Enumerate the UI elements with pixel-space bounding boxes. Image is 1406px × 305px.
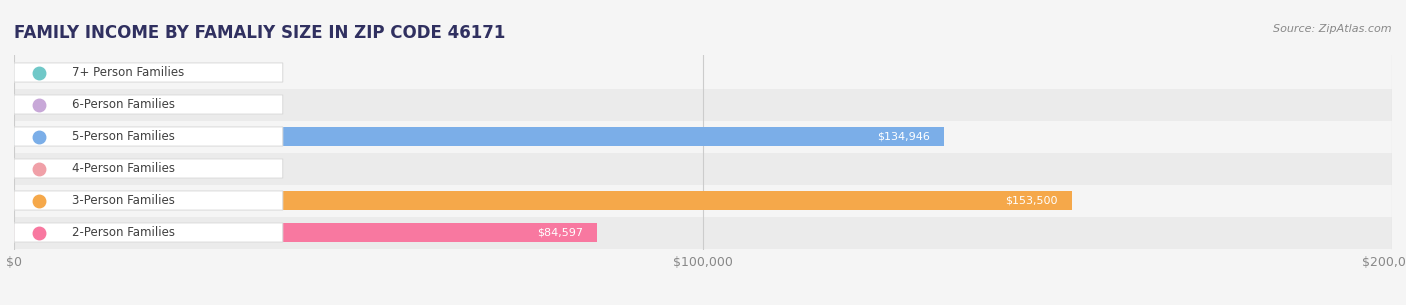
FancyBboxPatch shape (14, 223, 283, 242)
Text: $0: $0 (48, 99, 62, 109)
Text: 7+ Person Families: 7+ Person Families (72, 66, 184, 79)
Text: $153,500: $153,500 (1005, 196, 1057, 206)
Text: 5-Person Families: 5-Person Families (72, 130, 174, 143)
Bar (14, 217, 1392, 249)
FancyBboxPatch shape (14, 95, 283, 114)
Bar (14, 152, 1392, 185)
Bar (14, 127, 943, 146)
Bar (14, 185, 1392, 217)
FancyBboxPatch shape (14, 63, 283, 82)
Text: $0: $0 (48, 163, 62, 174)
Bar (14, 56, 1392, 88)
Bar (14, 223, 598, 242)
Text: $134,946: $134,946 (877, 131, 929, 142)
Bar (14, 120, 1392, 152)
Text: 2-Person Families: 2-Person Families (72, 226, 174, 239)
Text: 6-Person Families: 6-Person Families (72, 98, 174, 111)
Bar (14, 88, 1392, 120)
Bar (14, 191, 1071, 210)
Text: 4-Person Families: 4-Person Families (72, 162, 174, 175)
FancyBboxPatch shape (14, 127, 283, 146)
FancyBboxPatch shape (14, 191, 283, 210)
Text: $0: $0 (48, 67, 62, 77)
FancyBboxPatch shape (14, 159, 283, 178)
Text: Source: ZipAtlas.com: Source: ZipAtlas.com (1274, 24, 1392, 34)
Text: FAMILY INCOME BY FAMALIY SIZE IN ZIP CODE 46171: FAMILY INCOME BY FAMALIY SIZE IN ZIP COD… (14, 24, 505, 42)
Text: $84,597: $84,597 (537, 228, 583, 238)
Text: 3-Person Families: 3-Person Families (72, 194, 174, 207)
